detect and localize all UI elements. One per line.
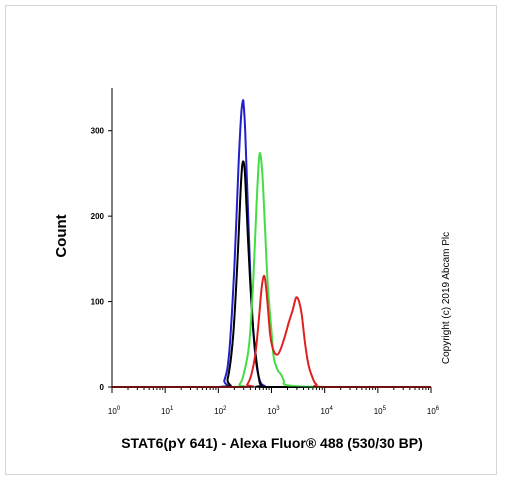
x-tick-exponent: 0 xyxy=(117,406,121,412)
y-tick-group: 0 100 200 300 xyxy=(91,127,112,392)
x-tick-base: 10 xyxy=(321,407,330,416)
x-tick-base: 10 xyxy=(161,407,170,416)
series-line-3 xyxy=(111,151,431,389)
y-axis-label: Count xyxy=(53,214,70,257)
x-tick-label: 102 xyxy=(214,406,227,416)
x-axis-label: STAT6(pY 641) - Alexa Fluor® 488 (530/30… xyxy=(121,435,423,451)
x-tick-base: 10 xyxy=(267,407,276,416)
axes-group xyxy=(111,88,431,388)
x-tick-exponent: 2 xyxy=(223,406,227,412)
x-tick-label: 100 xyxy=(108,406,121,416)
x-tick-exponent: 5 xyxy=(383,406,387,412)
x-tick-base: 10 xyxy=(427,407,436,416)
y-tick-label: 200 xyxy=(91,212,105,221)
copyright-annotation: Copyright (c) 2019 Abcam Plc xyxy=(441,232,452,364)
y-tick-label: 100 xyxy=(91,298,105,307)
x-tick-label: 106 xyxy=(427,406,440,416)
series-group xyxy=(111,99,431,389)
x-tick-group: 100 101 102 103 104 105 106 xyxy=(108,387,440,416)
x-tick-exponent: 1 xyxy=(170,406,174,412)
figure-frame xyxy=(5,5,497,475)
x-tick-base: 10 xyxy=(374,407,383,416)
x-tick-label: 104 xyxy=(321,406,334,416)
x-tick-base: 10 xyxy=(214,407,223,416)
x-tick-exponent: 3 xyxy=(276,406,280,412)
x-tick-base: 10 xyxy=(108,407,117,416)
y-tick-label: 0 xyxy=(100,383,105,392)
series-line-2 xyxy=(111,160,431,389)
x-tick-label: 101 xyxy=(161,406,174,416)
x-tick-exponent: 4 xyxy=(329,406,333,412)
x-tick-label: 103 xyxy=(267,406,280,416)
x-tick-label: 105 xyxy=(374,406,387,416)
x-tick-exponent: 6 xyxy=(436,406,440,412)
series-line-4 xyxy=(111,274,431,389)
y-tick-label: 300 xyxy=(91,127,105,136)
